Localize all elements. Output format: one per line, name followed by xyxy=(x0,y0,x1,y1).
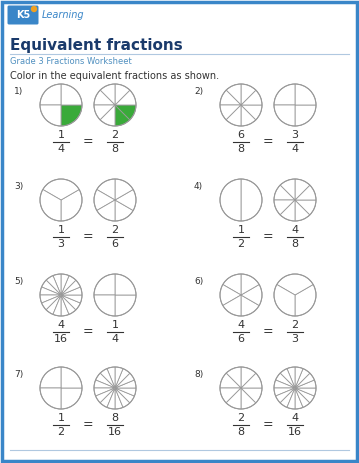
Wedge shape xyxy=(295,179,310,200)
Wedge shape xyxy=(241,84,256,105)
Text: 3: 3 xyxy=(57,239,65,249)
Wedge shape xyxy=(241,90,262,105)
Text: 7): 7) xyxy=(14,370,23,379)
Wedge shape xyxy=(295,185,316,200)
Text: 2: 2 xyxy=(292,320,299,330)
Wedge shape xyxy=(295,388,314,403)
Wedge shape xyxy=(115,388,130,407)
Text: 5): 5) xyxy=(14,277,23,286)
Wedge shape xyxy=(226,388,241,409)
Wedge shape xyxy=(280,179,295,200)
Wedge shape xyxy=(42,295,61,310)
Wedge shape xyxy=(40,105,61,126)
Wedge shape xyxy=(115,274,136,295)
Text: =: = xyxy=(263,231,273,244)
Wedge shape xyxy=(40,367,61,388)
Wedge shape xyxy=(277,274,313,295)
Text: 4: 4 xyxy=(292,225,299,235)
Text: 1: 1 xyxy=(112,320,118,330)
Wedge shape xyxy=(97,200,115,221)
Wedge shape xyxy=(295,200,316,215)
Wedge shape xyxy=(115,373,134,388)
FancyBboxPatch shape xyxy=(8,6,38,25)
Text: =: = xyxy=(263,325,273,338)
Wedge shape xyxy=(94,90,115,105)
Wedge shape xyxy=(61,287,82,295)
Wedge shape xyxy=(53,295,61,316)
Wedge shape xyxy=(61,388,82,409)
Wedge shape xyxy=(295,105,316,126)
Text: 2: 2 xyxy=(111,225,118,235)
Wedge shape xyxy=(100,84,115,105)
Wedge shape xyxy=(295,388,303,409)
Wedge shape xyxy=(220,388,241,403)
Wedge shape xyxy=(97,179,115,200)
Wedge shape xyxy=(115,369,130,388)
Wedge shape xyxy=(46,275,61,295)
Wedge shape xyxy=(295,373,314,388)
Text: 4: 4 xyxy=(111,334,118,344)
Text: 6): 6) xyxy=(194,277,203,286)
Text: 1: 1 xyxy=(57,413,65,423)
Wedge shape xyxy=(220,90,241,105)
Text: 2): 2) xyxy=(194,87,203,96)
Wedge shape xyxy=(295,380,316,388)
Text: 1: 1 xyxy=(238,225,244,235)
Text: 1): 1) xyxy=(14,87,23,96)
Wedge shape xyxy=(274,105,295,126)
Text: 6: 6 xyxy=(112,239,118,249)
Text: 4: 4 xyxy=(292,413,299,423)
Wedge shape xyxy=(107,388,115,409)
Wedge shape xyxy=(295,284,316,316)
Wedge shape xyxy=(220,284,241,306)
Wedge shape xyxy=(40,388,61,409)
Text: 2: 2 xyxy=(237,239,244,249)
Wedge shape xyxy=(61,367,82,388)
Text: 6: 6 xyxy=(238,130,244,140)
Wedge shape xyxy=(274,84,295,105)
Wedge shape xyxy=(61,295,69,316)
Wedge shape xyxy=(61,105,82,126)
Wedge shape xyxy=(280,388,295,407)
Wedge shape xyxy=(276,388,295,403)
Wedge shape xyxy=(95,388,115,403)
Text: 2: 2 xyxy=(57,427,65,437)
Wedge shape xyxy=(115,367,123,388)
Wedge shape xyxy=(42,280,61,295)
Wedge shape xyxy=(226,84,241,105)
Wedge shape xyxy=(241,295,259,316)
Text: Equivalent fractions: Equivalent fractions xyxy=(10,38,183,53)
Wedge shape xyxy=(61,295,76,314)
Text: 3: 3 xyxy=(292,130,298,140)
Text: 4): 4) xyxy=(194,182,203,191)
Wedge shape xyxy=(226,105,241,126)
Text: =: = xyxy=(263,419,273,432)
Wedge shape xyxy=(241,373,262,388)
Text: Color in the equivalent fractions as shown.: Color in the equivalent fractions as sho… xyxy=(10,71,219,81)
Wedge shape xyxy=(115,200,133,221)
Wedge shape xyxy=(115,189,136,211)
Wedge shape xyxy=(61,295,80,310)
Wedge shape xyxy=(61,275,76,295)
Wedge shape xyxy=(100,388,115,407)
Wedge shape xyxy=(274,185,295,200)
Wedge shape xyxy=(295,200,310,221)
Text: 8: 8 xyxy=(111,144,118,154)
Wedge shape xyxy=(241,105,262,120)
Wedge shape xyxy=(241,388,262,403)
Wedge shape xyxy=(115,179,133,200)
Wedge shape xyxy=(40,84,61,105)
Text: 1: 1 xyxy=(57,130,65,140)
Wedge shape xyxy=(115,90,136,105)
Wedge shape xyxy=(241,388,256,409)
Wedge shape xyxy=(115,388,134,403)
Wedge shape xyxy=(241,179,262,221)
Text: 8: 8 xyxy=(111,413,118,423)
Wedge shape xyxy=(61,295,82,303)
Text: =: = xyxy=(83,136,93,149)
Wedge shape xyxy=(107,367,115,388)
Wedge shape xyxy=(274,200,295,215)
Wedge shape xyxy=(276,373,295,388)
Text: K5: K5 xyxy=(16,10,30,20)
